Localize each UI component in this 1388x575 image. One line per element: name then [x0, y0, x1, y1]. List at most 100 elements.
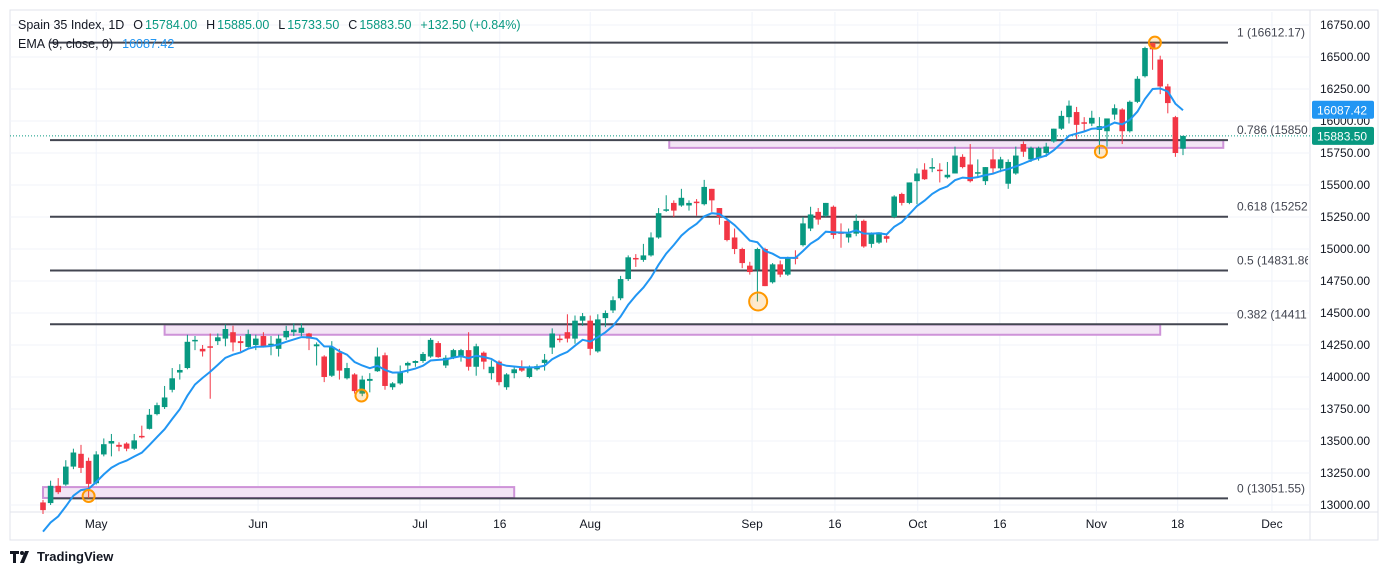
close-label: C: [348, 18, 358, 32]
highlight-circle: [748, 291, 769, 312]
candle-body-down: [321, 356, 327, 377]
candle-body-down: [967, 164, 973, 182]
highlight-circle: [354, 388, 369, 403]
candle-body-down: [496, 361, 502, 383]
candle-body-up: [853, 220, 859, 234]
y-tick-label: 13500.00: [1320, 434, 1370, 448]
y-tick-label: 16250.00: [1320, 82, 1370, 96]
candle-body-up: [617, 279, 624, 299]
x-tick-label: Sep: [741, 517, 763, 531]
candle-body-down: [1165, 86, 1171, 104]
candle-body-up: [891, 196, 897, 217]
tradingview-logo-icon: [10, 550, 29, 563]
candle-body-up: [769, 264, 776, 283]
support-resistance-zone: [42, 486, 516, 499]
candle-body-up: [192, 339, 198, 342]
highlight-circle: [81, 489, 96, 504]
x-tick-label: 16: [493, 517, 507, 531]
ema-price-tag-text: 16087.42: [1317, 103, 1367, 117]
candle-body-up: [549, 333, 555, 348]
change-value: +132.50 (+0.84%): [420, 18, 521, 32]
ema-row[interactable]: EMA (9, close, 0) 16087.42: [18, 35, 522, 54]
y-tick-label: 15500.00: [1320, 178, 1370, 192]
candle-body-up: [146, 414, 153, 429]
candle-body-up: [1104, 118, 1110, 132]
y-tick-label: 16500.00: [1320, 50, 1370, 64]
candle-body-down: [435, 343, 441, 358]
open-value: 15784.00: [145, 18, 198, 32]
high-label: H: [206, 18, 216, 32]
candle-body-up: [253, 338, 259, 345]
candle-body-down: [557, 338, 563, 341]
candles: [40, 42, 1186, 514]
y-tick-label: 14500.00: [1320, 306, 1370, 320]
candle-body-up: [184, 341, 191, 369]
candle-body-down: [1119, 109, 1125, 132]
candle-body-up: [283, 330, 289, 338]
candle-body-up: [655, 213, 662, 238]
candle-body-down: [587, 320, 593, 349]
candle-body-up: [412, 361, 419, 363]
candle-body-up: [443, 357, 449, 366]
candle-body-up: [405, 362, 411, 366]
candle-body-down: [40, 502, 46, 511]
candle-body-up: [610, 300, 616, 311]
candle-body-up: [359, 379, 365, 394]
legend: Spain 35 Index, 1D O 15784.00 H 15885.00 L…: [18, 16, 522, 54]
candle-body-up: [101, 444, 107, 455]
highlight-circle: [1147, 35, 1162, 50]
candle-body-down: [937, 169, 943, 172]
candle-body-up: [93, 454, 99, 484]
y-tick-label: 14000.00: [1320, 370, 1370, 384]
candle-body-up: [131, 440, 137, 449]
x-tick-label: Aug: [580, 517, 601, 531]
candle-body-down: [1073, 112, 1080, 125]
fib-level-label: 0 (13051.55): [1237, 481, 1305, 495]
candle-body-down: [899, 193, 905, 203]
y-tick-label: 15000.00: [1320, 242, 1370, 256]
candle-body-up: [1043, 146, 1049, 153]
candle-body-up: [914, 173, 920, 182]
candle-body-down: [306, 333, 312, 339]
candle-body-up: [1035, 147, 1042, 159]
candle-body-down: [139, 435, 145, 438]
candle-body-down: [1149, 42, 1156, 50]
high-value: 15885.00: [217, 18, 270, 32]
candle-body-down: [724, 220, 730, 241]
candle-body-up: [420, 353, 426, 361]
fib-level-label: 0.382 (14411.7: [1237, 307, 1317, 321]
candle-body-up: [1180, 135, 1186, 149]
fib-level-label: 0.786 (15850.2: [1237, 123, 1318, 137]
candle-body-up: [952, 155, 958, 174]
candle-body-up: [268, 343, 274, 346]
candle-body-up: [1111, 108, 1118, 115]
candle-body-down: [1172, 117, 1179, 153]
candle-body-up: [70, 452, 77, 467]
candle-body-down: [351, 374, 358, 392]
candle-body-down: [709, 188, 715, 201]
candle-body-up: [169, 378, 175, 390]
chart-frame: [9, 9, 1379, 541]
candle-body-up: [595, 319, 601, 352]
candle-body-up: [944, 174, 951, 178]
candle-body-up: [640, 255, 647, 260]
candle-body-up: [108, 441, 115, 444]
candle-body-up: [701, 186, 707, 205]
x-tick-label: Oct: [908, 517, 927, 531]
candle-body-up: [876, 232, 882, 243]
candle-body-up: [63, 466, 69, 485]
candle-body-down: [207, 346, 213, 348]
candle-body-up: [367, 378, 373, 381]
candle-body-up: [1028, 147, 1034, 160]
candle-body-up: [222, 329, 229, 339]
y-tick-label: 13000.00: [1320, 498, 1370, 512]
candle-body-up: [47, 485, 54, 504]
candle-body-up: [823, 202, 829, 216]
symbol-title[interactable]: Spain 35 Index, 1D: [18, 18, 125, 32]
tradingview-logo[interactable]: TradingView: [10, 549, 113, 564]
candle-body-up: [807, 214, 814, 229]
candle-body-down: [116, 444, 122, 447]
support-resistance-zone: [163, 323, 1162, 336]
candle-body-down: [739, 249, 745, 264]
